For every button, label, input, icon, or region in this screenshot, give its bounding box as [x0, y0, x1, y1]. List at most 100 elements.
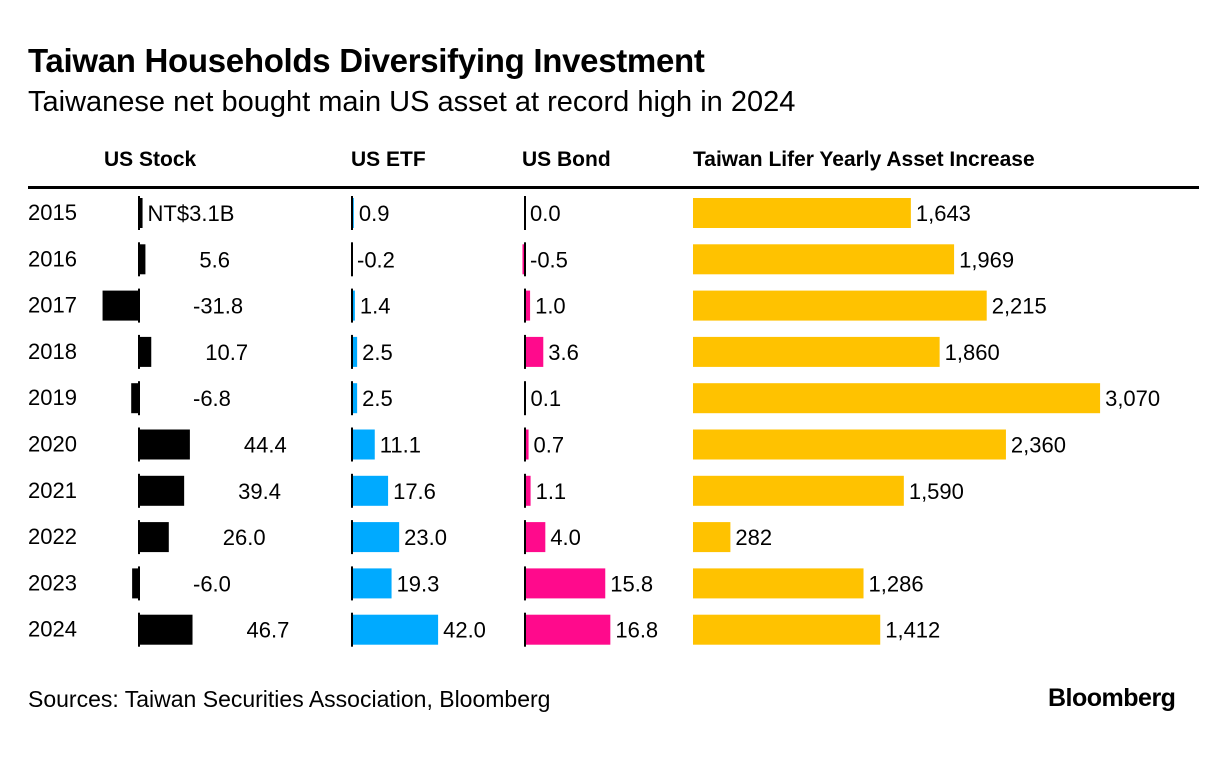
zero-axis-tick — [351, 473, 353, 508]
bar-us-stock — [139, 244, 146, 275]
data-label: 16.8 — [615, 618, 658, 643]
bar-us-stock — [139, 429, 190, 460]
data-label: 3,070 — [1105, 386, 1160, 411]
bar-us-bond — [525, 475, 531, 506]
bar-us-stock — [102, 290, 139, 321]
year-label: 2021 — [28, 478, 77, 503]
data-label: 3.6 — [548, 340, 579, 365]
bar-us-stock — [139, 475, 185, 506]
zero-axis-tick — [351, 427, 353, 462]
bar-us-stock — [131, 383, 139, 414]
data-label: 39.4 — [238, 479, 281, 504]
zero-axis-tick — [138, 288, 140, 323]
data-label: 1,643 — [916, 201, 971, 226]
zero-axis-tick — [138, 242, 140, 277]
bar-us-stock — [139, 336, 152, 367]
bar-us-etf — [352, 336, 358, 367]
zero-axis-tick — [351, 242, 353, 277]
zero-axis-tick — [138, 334, 140, 369]
data-label: 1,590 — [909, 479, 964, 504]
data-label: 5.6 — [199, 247, 230, 272]
data-label: 0.0 — [530, 201, 561, 226]
zero-axis-tick — [351, 334, 353, 369]
zero-axis-tick — [524, 381, 526, 416]
zero-axis-tick — [524, 242, 526, 277]
zero-axis-tick — [351, 196, 353, 230]
chart-title: Taiwan Households Diversifying Investmen… — [28, 42, 705, 79]
bar-taiwan-lifer-yearly-asset-increase — [693, 198, 911, 228]
data-label: 15.8 — [610, 571, 653, 596]
bar-us-stock — [139, 614, 193, 645]
data-label: -6.8 — [193, 386, 231, 411]
year-label: 2019 — [28, 385, 77, 410]
zero-axis-tick — [524, 196, 526, 230]
zero-axis-tick — [351, 612, 353, 647]
data-label: 17.6 — [393, 479, 436, 504]
data-label: 1,286 — [869, 571, 924, 596]
bar-us-etf — [352, 568, 392, 599]
bar-taiwan-lifer-yearly-asset-increase — [693, 614, 881, 645]
bar-us-etf — [352, 522, 400, 553]
bar-us-stock — [139, 522, 169, 553]
data-label: 42.0 — [443, 618, 486, 643]
data-label: 2,215 — [992, 294, 1047, 319]
data-label: 1,969 — [959, 247, 1014, 272]
data-label: 0.1 — [531, 386, 562, 411]
bar-taiwan-lifer-yearly-asset-increase — [693, 522, 731, 553]
data-label: -6.0 — [193, 571, 231, 596]
chart-subtitle: Taiwanese net bought main US asset at re… — [28, 86, 796, 118]
zero-axis-tick — [524, 520, 526, 555]
zero-axis-tick — [524, 566, 526, 601]
data-label: 1.4 — [360, 294, 391, 319]
data-label: 0.9 — [359, 201, 390, 226]
bar-us-bond — [525, 568, 606, 599]
zero-axis-tick — [524, 427, 526, 462]
zero-axis-tick — [138, 427, 140, 462]
zero-axis-tick — [138, 196, 140, 230]
bar-us-stock — [139, 198, 143, 228]
bar-us-bond — [525, 336, 544, 367]
data-label: 46.7 — [247, 618, 290, 643]
data-label: 1,860 — [945, 340, 1000, 365]
header-us-bond: US Bond — [522, 148, 611, 171]
data-label: 282 — [735, 525, 772, 550]
data-label: 10.7 — [205, 340, 248, 365]
zero-axis-tick — [138, 473, 140, 508]
zero-axis-tick — [351, 566, 353, 601]
bar-taiwan-lifer-yearly-asset-increase — [693, 290, 987, 321]
year-label: 2017 — [28, 293, 77, 318]
data-label: 2.5 — [362, 340, 393, 365]
year-label: 2022 — [28, 524, 77, 549]
data-label: 1,412 — [885, 618, 940, 643]
bar-us-bond — [525, 614, 611, 645]
bar-taiwan-lifer-yearly-asset-increase — [693, 429, 1006, 460]
data-label: 2,360 — [1011, 433, 1066, 458]
zero-axis-tick — [524, 473, 526, 508]
bar-taiwan-lifer-yearly-asset-increase — [693, 475, 904, 506]
zero-axis-tick — [138, 612, 140, 647]
year-label: 2024 — [28, 617, 77, 642]
header-taiwan-lifer: Taiwan Lifer Yearly Asset Increase — [693, 148, 1035, 171]
data-label: 1.1 — [536, 479, 567, 504]
zero-axis-tick — [351, 381, 353, 416]
year-label: 2020 — [28, 432, 77, 457]
zero-axis-tick — [524, 288, 526, 323]
source-note: Sources: Taiwan Securities Association, … — [28, 686, 551, 712]
data-label: 19.3 — [397, 571, 440, 596]
zero-axis-tick — [351, 288, 353, 323]
zero-axis-tick — [138, 566, 140, 601]
bar-us-etf — [352, 383, 358, 414]
bar-us-bond — [522, 244, 525, 275]
bar-us-bond — [525, 429, 529, 460]
bar-us-etf — [352, 475, 389, 506]
data-label: -0.2 — [357, 247, 395, 272]
data-label: 1.0 — [535, 294, 566, 319]
data-label: -0.5 — [530, 247, 568, 272]
bar-taiwan-lifer-yearly-asset-increase — [693, 336, 940, 367]
bar-taiwan-lifer-yearly-asset-increase — [693, 244, 955, 275]
header-us-stock: US Stock — [104, 148, 197, 171]
bar-us-stock — [132, 568, 139, 599]
data-label: 2.5 — [362, 386, 393, 411]
